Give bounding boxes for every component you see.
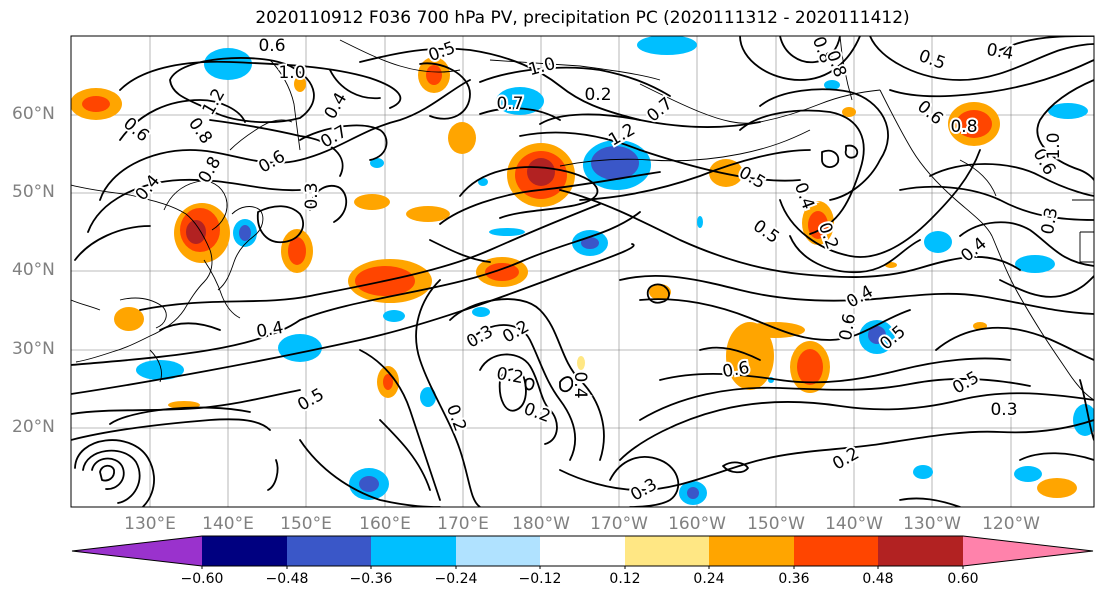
lon-label-140e: 140°E — [202, 514, 254, 534]
colorbar-segment — [878, 536, 963, 566]
colorbar — [71, 535, 1094, 569]
colorbar-tick-label: −0.48 — [265, 571, 309, 587]
colorbar-segment — [963, 536, 1093, 566]
lat-label-40n: 40°N — [12, 260, 55, 280]
colorbar-segment — [540, 536, 625, 566]
contour-label: 0.8 — [950, 117, 977, 137]
lon-label-160e: 160°E — [359, 514, 411, 534]
map-background — [71, 36, 1094, 507]
lon-label-160w: 160°W — [668, 514, 726, 534]
colorbar-segment — [794, 536, 878, 566]
contour-label: 0.7 — [496, 94, 523, 114]
lon-label-120w: 120°W — [982, 514, 1040, 534]
colorbar-tick-label: 0.12 — [609, 571, 641, 587]
colorbar-segment — [202, 536, 287, 566]
coastlines — [71, 36, 1094, 401]
colorbar-tick-label: −0.12 — [518, 571, 562, 587]
colorbar-segment — [72, 536, 202, 566]
pv-contours — [71, 36, 1094, 507]
colorbar-segment — [709, 536, 794, 566]
lon-label-180w: 180°W — [512, 514, 570, 534]
lat-label-30n: 30°N — [12, 339, 55, 359]
lon-label-170e: 170°E — [437, 514, 489, 534]
lat-label-60n: 60°N — [12, 104, 55, 124]
colorbar-tick-label: 0.36 — [778, 571, 810, 587]
colorbar-segment — [625, 536, 709, 566]
contour-label: 1.0 — [1044, 132, 1064, 159]
contour-label: 0.4 — [570, 371, 590, 398]
colorbar-tick-label: 0.48 — [862, 571, 894, 587]
colorbar-segment — [371, 536, 456, 566]
lon-label-130e: 130°E — [124, 514, 176, 534]
contour-label: 1.0 — [278, 63, 305, 83]
colorbar-tick-label: −0.24 — [434, 571, 478, 587]
map-frame — [70, 35, 1095, 508]
contour-label: 0.3 — [302, 182, 322, 209]
colorbar-tick-label: 0.60 — [947, 571, 979, 587]
colorbar-tick-label: −0.36 — [349, 571, 393, 587]
map-panel: 0.61.00.51.00.8 0.40.80.61.20.80.7 0.20.40… — [70, 32, 1095, 508]
lat-label-20n: 20°N — [12, 417, 55, 437]
lon-label-150w: 150°W — [747, 514, 805, 534]
lon-label-140w: 140°W — [825, 514, 883, 534]
colorbar-tick-label: 0.24 — [693, 571, 725, 587]
lon-label-150e: 150°E — [280, 514, 332, 534]
contour-label: 0.3 — [990, 400, 1017, 420]
contour-label: 0.2 — [495, 364, 525, 388]
lon-label-130w: 130°W — [903, 514, 961, 534]
map-title: 2020110912 F036 700 hPa PV, precipitatio… — [255, 8, 910, 28]
lat-label-50n: 50°N — [12, 182, 55, 202]
lon-label-170w: 170°W — [590, 514, 648, 534]
colorbar-segment — [456, 536, 540, 566]
colorbar-segment — [287, 536, 371, 566]
colorbar-tick-label: −0.60 — [180, 571, 224, 587]
contour-label: 0.6 — [258, 36, 285, 56]
contour-label: 0.2 — [584, 85, 611, 105]
